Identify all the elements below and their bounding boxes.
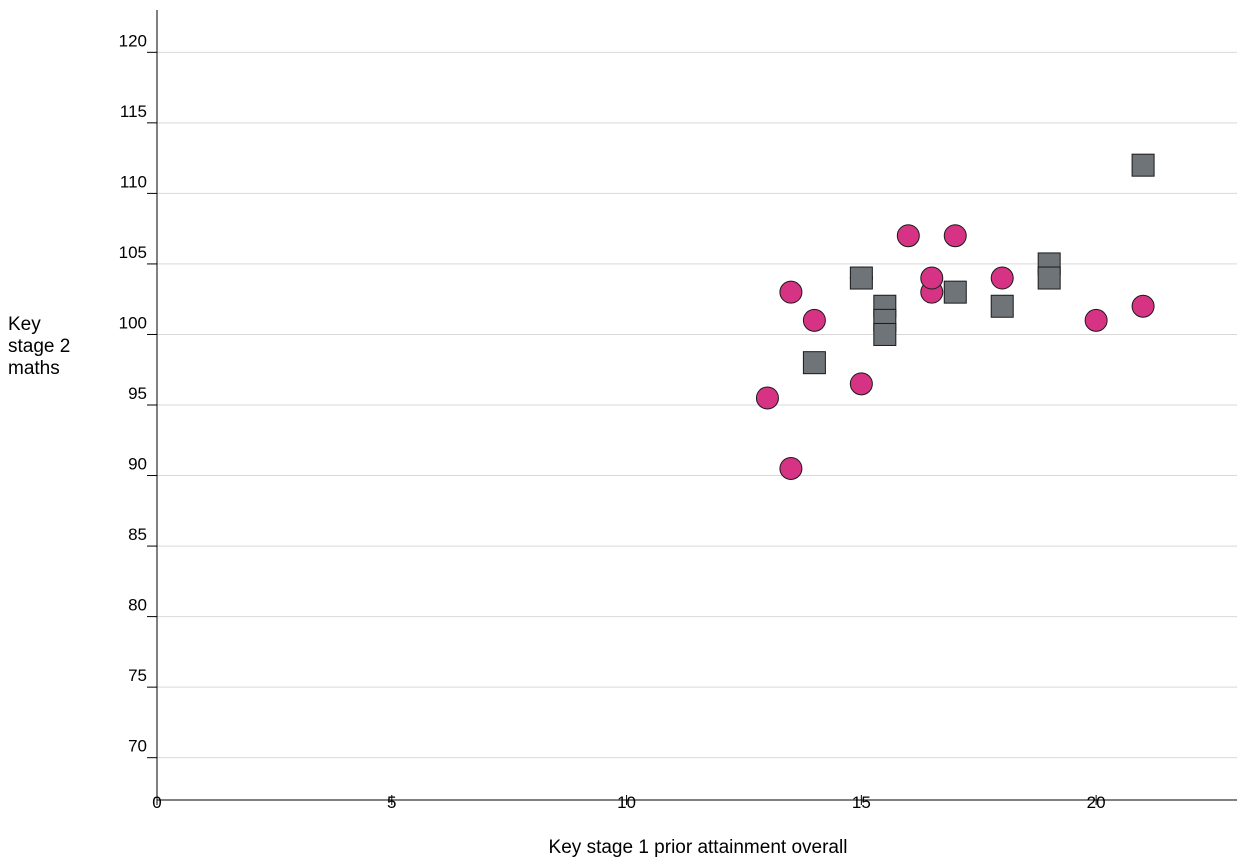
- x-tick-label: 15: [852, 793, 871, 812]
- y-tick-label: 115: [120, 102, 147, 121]
- data-point-circle: [802, 308, 826, 332]
- data-point-circle: [896, 224, 920, 248]
- data-point-square: [873, 322, 897, 346]
- y-tick-label: 75: [128, 666, 147, 685]
- data-point-circle: [1084, 308, 1108, 332]
- gridlines: [157, 51, 1237, 759]
- y-axis-title: Key stage 2 maths: [8, 314, 70, 379]
- data-point-square: [990, 294, 1014, 318]
- data-point-square: [943, 280, 967, 304]
- y-axis-title-line: stage 2: [8, 336, 70, 357]
- data-point-circle: [755, 386, 779, 410]
- y-tick-label: 90: [128, 455, 147, 474]
- data-point-circle: [779, 280, 803, 304]
- y-tick-label: 120: [119, 31, 147, 50]
- x-tick-label: 10: [617, 793, 636, 812]
- x-axis-title: Key stage 1 prior attainment overall: [549, 837, 848, 858]
- y-axis-title-line: maths: [8, 358, 60, 379]
- x-tick-label: 0: [152, 793, 161, 812]
- y-tick-label: 85: [128, 525, 147, 544]
- y-tick-label: 110: [120, 172, 147, 191]
- data-point-circle: [943, 224, 967, 248]
- y-tick-label: 70: [128, 737, 147, 756]
- x-tick-label: 5: [387, 793, 396, 812]
- data-point-circle: [849, 372, 873, 396]
- y-tick-label: 100: [119, 313, 147, 332]
- data-points: [755, 153, 1155, 480]
- x-tick-label: 20: [1087, 793, 1106, 812]
- data-point-circle: [1131, 294, 1155, 318]
- data-point-square: [1037, 266, 1061, 290]
- data-point-square: [1131, 153, 1155, 177]
- data-point-circle: [779, 456, 803, 480]
- y-tick-label: 95: [128, 384, 147, 403]
- data-point-square: [802, 351, 826, 375]
- y-axis-title-line: Key: [8, 314, 41, 335]
- data-point-circle: [990, 266, 1014, 290]
- data-point-circle: [920, 266, 944, 290]
- y-tick-label: 80: [128, 596, 147, 615]
- axes: 70 75 80 85 90 95 100 105 110 115 120 0 5 10 15 20: [119, 10, 1237, 812]
- y-tick-label: 105: [119, 243, 147, 262]
- data-point-square: [849, 266, 873, 290]
